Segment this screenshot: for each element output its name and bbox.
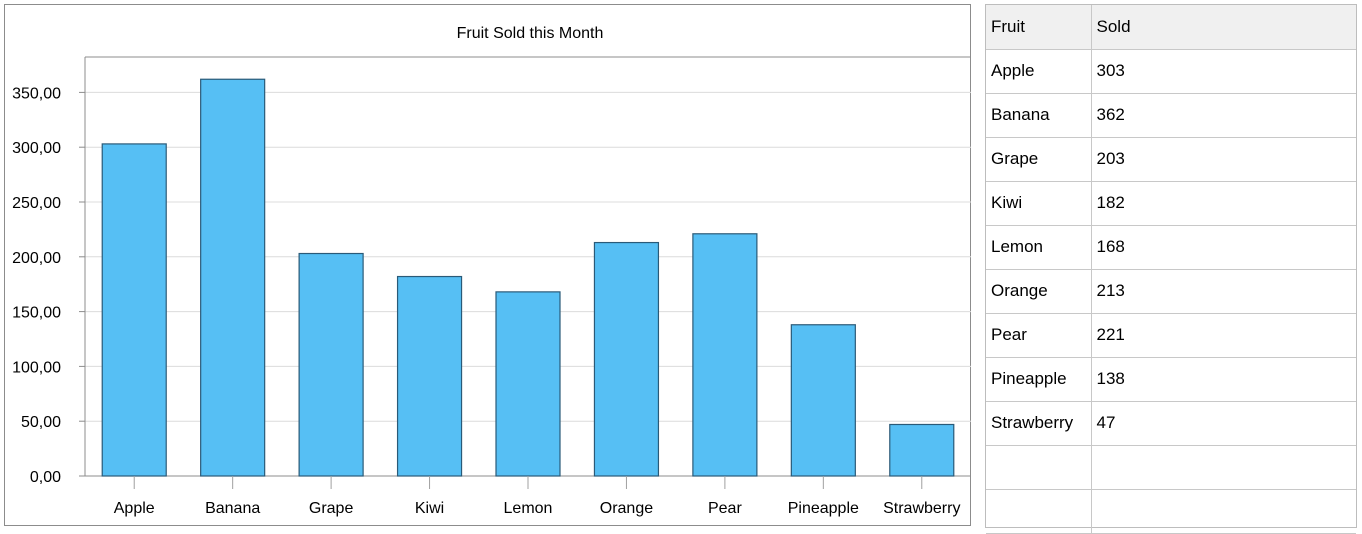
cell-fruit[interactable]: Kiwi bbox=[986, 181, 1092, 226]
x-tick-label: Lemon bbox=[504, 500, 553, 517]
table-row[interactable]: Banana 362 bbox=[986, 93, 1356, 138]
data-grid[interactable]: Fruit Sold Apple 303 Banana 362 Grape 203 Kiwi… bbox=[986, 5, 1356, 534]
cell-sold[interactable] bbox=[1091, 445, 1356, 490]
y-tick-label: 200,00 bbox=[12, 250, 61, 267]
bar-pear[interactable] bbox=[692, 233, 758, 477]
chart-panel: Fruit Sold this Month 0,00 50,00 100,00 150… bbox=[4, 4, 971, 526]
cell-fruit[interactable]: Grape bbox=[986, 137, 1092, 182]
cell-sold[interactable]: 221 bbox=[1091, 313, 1356, 358]
table-row[interactable]: Pineapple 138 bbox=[986, 357, 1356, 402]
x-tick-label: Orange bbox=[600, 500, 653, 517]
y-tick-label: 150,00 bbox=[12, 305, 61, 322]
y-tick-label: 0,00 bbox=[30, 469, 61, 486]
y-tick-label: 250,00 bbox=[12, 195, 61, 212]
bar-kiwi[interactable] bbox=[396, 275, 463, 477]
cell-fruit[interactable]: Pineapple bbox=[986, 357, 1092, 402]
cell-fruit[interactable]: Pear bbox=[986, 313, 1092, 358]
cell-fruit[interactable]: Apple bbox=[986, 49, 1092, 94]
bar-grape[interactable] bbox=[298, 252, 364, 477]
cell-sold[interactable]: 138 bbox=[1091, 357, 1356, 402]
cell-sold[interactable]: 203 bbox=[1091, 137, 1356, 182]
x-tick-label: Banana bbox=[205, 500, 260, 517]
cell-fruit[interactable]: Banana bbox=[986, 93, 1092, 138]
table-row[interactable]: Apple 303 bbox=[986, 49, 1356, 94]
cell-sold[interactable]: 362 bbox=[1091, 93, 1356, 138]
bar-strawberry[interactable] bbox=[889, 423, 955, 477]
bar-lemon[interactable] bbox=[495, 291, 561, 477]
y-tick-label: 350,00 bbox=[12, 85, 61, 102]
cell-sold[interactable] bbox=[1091, 489, 1356, 534]
cell-sold[interactable]: 168 bbox=[1091, 225, 1356, 270]
grid-header-row: Fruit Sold bbox=[986, 5, 1356, 50]
x-tick-label: Pineapple bbox=[788, 500, 859, 517]
chart-title: Fruit Sold this Month bbox=[457, 25, 604, 42]
x-tick-label: Kiwi bbox=[415, 500, 444, 517]
bar-chart: Fruit Sold this Month 0,00 50,00 100,00 150… bbox=[12, 25, 971, 517]
table-row[interactable]: Grape 203 bbox=[986, 137, 1356, 182]
table-row[interactable]: Lemon 168 bbox=[986, 225, 1356, 270]
bar-apple[interactable] bbox=[101, 143, 167, 477]
table-row[interactable]: Kiwi 182 bbox=[986, 181, 1356, 226]
table-row[interactable] bbox=[986, 445, 1356, 490]
y-tick-label: 100,00 bbox=[12, 359, 61, 376]
y-tick-label: 50,00 bbox=[21, 414, 61, 431]
table-row[interactable]: Strawberry 47 bbox=[986, 401, 1356, 446]
column-header-fruit[interactable]: Fruit bbox=[986, 5, 1092, 50]
cell-fruit[interactable] bbox=[986, 489, 1092, 534]
cell-fruit[interactable]: Lemon bbox=[986, 225, 1092, 270]
data-grid-panel: Fruit Sold Apple 303 Banana 362 Grape 203 Kiwi… bbox=[985, 4, 1357, 534]
y-tick-label: 300,00 bbox=[12, 140, 61, 157]
table-row[interactable] bbox=[986, 489, 1356, 534]
bar-orange[interactable] bbox=[593, 241, 660, 477]
cell-fruit[interactable]: Orange bbox=[986, 269, 1092, 314]
x-tick-label: Strawberry bbox=[883, 500, 960, 517]
x-tick-label: Apple bbox=[114, 500, 155, 517]
table-row[interactable]: Pear 221 bbox=[986, 313, 1356, 358]
table-row[interactable]: Orange 213 bbox=[986, 269, 1356, 314]
x-tick-label: Grape bbox=[309, 500, 354, 517]
cell-sold[interactable]: 182 bbox=[1091, 181, 1356, 226]
cell-sold[interactable]: 213 bbox=[1091, 269, 1356, 314]
cell-sold[interactable]: 303 bbox=[1091, 49, 1356, 94]
column-header-sold[interactable]: Sold bbox=[1091, 5, 1356, 50]
bar-pineapple[interactable] bbox=[790, 324, 856, 477]
x-tick-label: Pear bbox=[708, 500, 742, 517]
cell-sold[interactable]: 47 bbox=[1091, 401, 1356, 446]
cell-fruit[interactable] bbox=[986, 445, 1092, 490]
cell-fruit[interactable]: Strawberry bbox=[986, 401, 1092, 446]
bar-banana[interactable] bbox=[200, 78, 266, 477]
